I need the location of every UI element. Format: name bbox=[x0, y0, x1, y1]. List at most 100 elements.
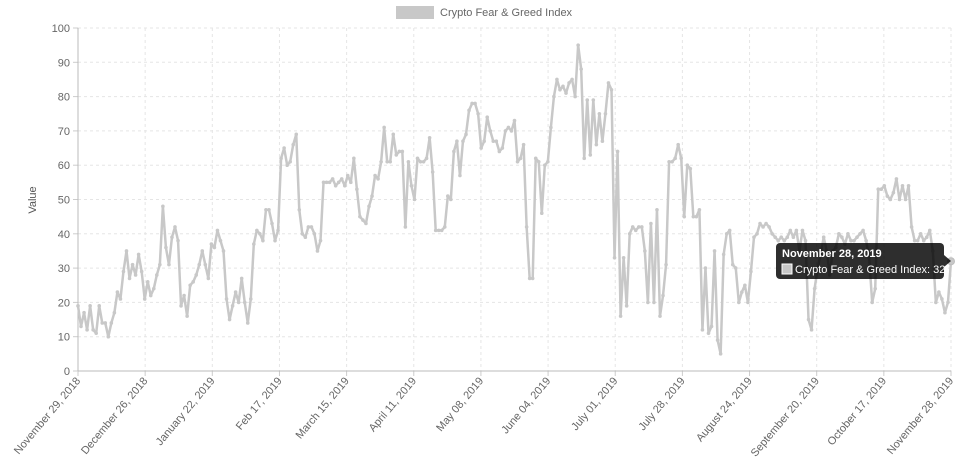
data-point[interactable] bbox=[946, 300, 950, 305]
data-point[interactable] bbox=[785, 235, 790, 240]
data-point[interactable] bbox=[618, 314, 623, 318]
data-point[interactable] bbox=[915, 238, 920, 243]
data-point[interactable] bbox=[115, 290, 120, 294]
data-point[interactable] bbox=[864, 238, 868, 243]
data-point[interactable] bbox=[185, 314, 189, 318]
data-point[interactable] bbox=[306, 225, 311, 229]
data-point[interactable] bbox=[370, 194, 374, 198]
data-point[interactable] bbox=[612, 256, 617, 260]
data-point[interactable] bbox=[882, 183, 887, 188]
data-point[interactable] bbox=[806, 317, 811, 322]
data-point[interactable] bbox=[576, 43, 580, 47]
data-point[interactable] bbox=[703, 266, 708, 270]
data-point[interactable] bbox=[391, 132, 396, 137]
data-point[interactable] bbox=[279, 156, 283, 161]
data-point[interactable] bbox=[248, 297, 253, 301]
data-point[interactable] bbox=[921, 238, 926, 243]
data-point[interactable] bbox=[688, 166, 693, 171]
data-point[interactable] bbox=[906, 183, 911, 188]
data-point[interactable] bbox=[158, 262, 162, 267]
data-point[interactable] bbox=[403, 225, 408, 229]
data-point[interactable] bbox=[579, 67, 583, 71]
data-point[interactable] bbox=[345, 173, 350, 178]
data-point[interactable] bbox=[176, 238, 180, 243]
data-point[interactable] bbox=[749, 269, 753, 274]
data-point[interactable] bbox=[782, 238, 787, 243]
data-point[interactable] bbox=[539, 211, 544, 216]
data-point[interactable] bbox=[837, 232, 841, 236]
data-point[interactable] bbox=[812, 286, 817, 291]
data-point[interactable] bbox=[427, 135, 432, 140]
data-point[interactable] bbox=[97, 304, 102, 308]
data-point[interactable] bbox=[442, 225, 447, 229]
data-point[interactable] bbox=[300, 232, 305, 236]
data-point[interactable] bbox=[894, 177, 899, 181]
data-point[interactable] bbox=[452, 149, 456, 154]
data-point[interactable] bbox=[718, 352, 723, 356]
data-point[interactable] bbox=[840, 235, 844, 240]
data-point[interactable] bbox=[352, 156, 356, 161]
data-point[interactable] bbox=[515, 159, 520, 164]
data-point[interactable] bbox=[712, 249, 717, 253]
data-point[interactable] bbox=[555, 77, 559, 82]
data-point[interactable] bbox=[242, 300, 247, 305]
data-point[interactable] bbox=[82, 310, 86, 315]
data-point[interactable] bbox=[294, 132, 299, 137]
data-point[interactable] bbox=[264, 207, 268, 212]
data-point[interactable] bbox=[733, 266, 738, 270]
data-point[interactable] bbox=[76, 304, 80, 308]
data-point[interactable] bbox=[488, 129, 493, 133]
data-point[interactable] bbox=[267, 207, 271, 212]
data-point[interactable] bbox=[130, 262, 135, 267]
data-point[interactable] bbox=[764, 221, 768, 226]
data-point[interactable] bbox=[518, 156, 523, 161]
data-point[interactable] bbox=[567, 81, 571, 85]
data-point[interactable] bbox=[315, 249, 320, 253]
data-point[interactable] bbox=[167, 262, 171, 267]
data-point[interactable] bbox=[297, 207, 302, 212]
data-point[interactable] bbox=[594, 142, 599, 147]
data-point[interactable] bbox=[740, 290, 744, 294]
data-point[interactable] bbox=[179, 304, 183, 308]
data-point[interactable] bbox=[276, 228, 280, 233]
data-point[interactable] bbox=[621, 256, 626, 260]
data-point[interactable] bbox=[439, 228, 444, 233]
data-point[interactable] bbox=[855, 235, 859, 240]
data-point[interactable] bbox=[342, 183, 347, 188]
data-point[interactable] bbox=[912, 238, 917, 243]
data-point[interactable] bbox=[406, 159, 411, 164]
data-point[interactable] bbox=[400, 149, 405, 154]
data-point[interactable] bbox=[321, 180, 326, 185]
data-point[interactable] bbox=[521, 142, 526, 147]
data-point[interactable] bbox=[285, 163, 289, 167]
data-point[interactable] bbox=[849, 238, 853, 243]
data-point[interactable] bbox=[339, 177, 344, 181]
data-point[interactable] bbox=[91, 328, 95, 332]
data-point[interactable] bbox=[758, 221, 762, 226]
data-point[interactable] bbox=[927, 228, 932, 233]
data-point[interactable] bbox=[273, 238, 277, 243]
data-point[interactable] bbox=[737, 300, 741, 305]
data-point[interactable] bbox=[415, 156, 420, 161]
data-point[interactable] bbox=[224, 297, 229, 301]
data-point[interactable] bbox=[600, 139, 605, 143]
data-point[interactable] bbox=[197, 262, 202, 267]
data-point[interactable] bbox=[200, 249, 205, 253]
data-point[interactable] bbox=[627, 232, 632, 236]
data-point[interactable] bbox=[324, 180, 329, 185]
data-point[interactable] bbox=[333, 183, 338, 188]
data-point[interactable] bbox=[349, 180, 353, 185]
data-point[interactable] bbox=[788, 228, 793, 233]
data-point[interactable] bbox=[206, 276, 211, 281]
data-point[interactable] bbox=[803, 238, 808, 243]
data-point[interactable] bbox=[636, 225, 641, 229]
data-point[interactable] bbox=[706, 331, 711, 336]
data-point[interactable] bbox=[367, 204, 371, 209]
data-point[interactable] bbox=[527, 276, 532, 281]
data-point[interactable] bbox=[852, 238, 856, 243]
data-point[interactable] bbox=[133, 273, 138, 277]
data-point[interactable] bbox=[909, 225, 914, 229]
data-point[interactable] bbox=[682, 214, 687, 219]
data-point[interactable] bbox=[109, 321, 114, 325]
data-point[interactable] bbox=[288, 159, 292, 164]
